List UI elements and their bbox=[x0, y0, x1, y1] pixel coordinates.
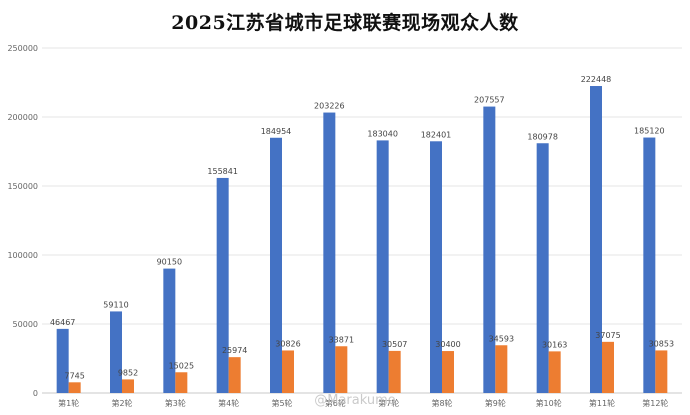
data-label-series-1: 185120 bbox=[634, 127, 665, 136]
bar-series-1 bbox=[376, 140, 389, 393]
data-label-series-1: 207557 bbox=[474, 96, 505, 105]
data-label-series-2: 30826 bbox=[275, 339, 300, 348]
bar-series-2 bbox=[388, 350, 401, 393]
data-label-series-2: 37075 bbox=[595, 331, 620, 340]
bar-series-2 bbox=[655, 350, 668, 393]
data-label-series-2: 9852 bbox=[118, 368, 138, 377]
bar-series-1 bbox=[536, 143, 549, 393]
bar-series-2 bbox=[68, 382, 81, 393]
bar-series-2 bbox=[602, 341, 614, 393]
x-tick-label: 第2轮 bbox=[111, 398, 132, 408]
bar-series-1 bbox=[216, 177, 229, 393]
bar-series-2 bbox=[442, 351, 454, 393]
bar-series-1 bbox=[270, 137, 282, 393]
data-label-series-2: 7745 bbox=[64, 371, 84, 380]
bar-series-1 bbox=[163, 268, 176, 393]
bar-series-2 bbox=[282, 350, 294, 393]
data-label-series-1: 222448 bbox=[581, 75, 612, 84]
data-label-series-1: 182401 bbox=[421, 130, 452, 139]
data-label-series-1: 203226 bbox=[314, 102, 345, 111]
data-label-series-1: 46467 bbox=[50, 318, 75, 327]
data-label-series-2: 34593 bbox=[489, 334, 514, 343]
bar-series-2 bbox=[122, 379, 134, 393]
x-tick-label: 第12轮 bbox=[642, 398, 668, 408]
bar-series-1 bbox=[323, 112, 336, 393]
x-tick-label: 第6轮 bbox=[325, 398, 346, 408]
x-tick-label: 第7轮 bbox=[378, 398, 399, 408]
bar-series-2 bbox=[228, 357, 241, 393]
x-tick-label: 第4轮 bbox=[218, 398, 239, 408]
x-tick-label: 第5轮 bbox=[271, 398, 292, 408]
data-label-series-1: 184954 bbox=[261, 127, 292, 136]
data-label-series-1: 155841 bbox=[207, 167, 238, 176]
bar-series-2 bbox=[335, 346, 348, 393]
y-tick-label: 250000 bbox=[7, 44, 38, 53]
x-tick-label: 第8轮 bbox=[431, 398, 452, 408]
bar-series-1 bbox=[590, 86, 602, 393]
x-tick-label: 第11轮 bbox=[589, 398, 615, 408]
bar-series-1 bbox=[110, 311, 122, 393]
data-label-series-2: 30400 bbox=[435, 340, 460, 349]
y-tick-label: 200000 bbox=[7, 113, 38, 122]
x-tick-label: 第10轮 bbox=[536, 398, 562, 408]
x-tick-label: 第3轮 bbox=[165, 398, 186, 408]
data-label-series-1: 59110 bbox=[103, 300, 128, 309]
bar-series-2 bbox=[175, 372, 188, 393]
y-tick-label: 50000 bbox=[13, 320, 38, 329]
bar-series-1 bbox=[430, 141, 442, 393]
data-label-series-2: 30507 bbox=[382, 340, 407, 349]
data-label-series-1: 183040 bbox=[367, 129, 398, 138]
y-tick-label: 150000 bbox=[7, 182, 38, 191]
data-label-series-2: 30163 bbox=[542, 340, 567, 349]
chart-title: 2025江苏省城市足球联赛现场观众人数 bbox=[171, 12, 519, 34]
data-label-series-2: 30853 bbox=[649, 339, 674, 348]
x-tick-label: 第9轮 bbox=[485, 398, 506, 408]
data-label-series-1: 90150 bbox=[157, 258, 182, 267]
x-tick-label: 第1轮 bbox=[58, 398, 79, 408]
bar-series-2 bbox=[495, 345, 508, 393]
y-tick-label: 0 bbox=[33, 389, 38, 398]
bar-series-1 bbox=[483, 106, 496, 393]
data-label-series-2: 33871 bbox=[329, 335, 354, 344]
data-label-series-2: 15025 bbox=[169, 361, 194, 370]
bar-series-1 bbox=[643, 137, 656, 393]
bar-series-2 bbox=[548, 351, 561, 393]
data-label-series-1: 180978 bbox=[527, 132, 558, 141]
y-tick-label: 100000 bbox=[7, 251, 38, 260]
bar-series-1 bbox=[56, 328, 69, 393]
watermark: @Marakumo bbox=[314, 393, 396, 408]
data-label-series-2: 25974 bbox=[222, 346, 247, 355]
